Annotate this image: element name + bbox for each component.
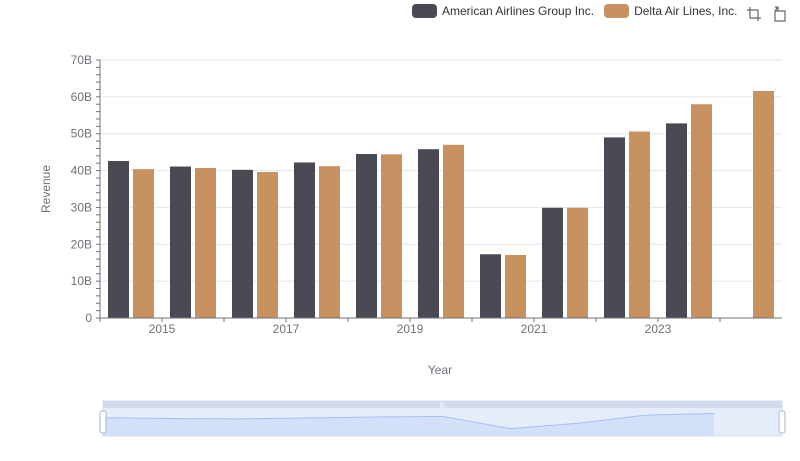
data-zoom-top-bar[interactable]	[103, 401, 782, 408]
bar-delta-2014	[133, 169, 154, 318]
bar-delta-2018	[381, 154, 402, 318]
legend-swatch-delta	[604, 4, 630, 18]
bar-delta-2020	[505, 254, 526, 318]
bar-american-airlines-2015	[170, 166, 191, 318]
y-tick-label: 20B	[71, 237, 92, 251]
legend-label-delta: Delta Air Lines, Inc.	[634, 4, 738, 18]
bar-delta-2021	[567, 207, 588, 318]
bar-delta-2017	[319, 166, 340, 318]
legend-swatch-american-airlines	[412, 4, 437, 18]
y-tick-label: 10B	[71, 274, 92, 288]
legend: American Airlines Group Inc. Delta Air L…	[412, 4, 747, 18]
x-tick-label: 2021	[521, 322, 548, 336]
y-tick-label: 60B	[71, 90, 92, 104]
bar-american-airlines-2014	[108, 160, 129, 318]
y-axis-ticks: 0 10B 20B 30B 40B 50B 60B 70B	[71, 53, 101, 325]
y-tick-label: 50B	[71, 127, 92, 141]
bars	[108, 90, 774, 319]
bar-delta-2022	[629, 131, 650, 318]
restore-icon[interactable]	[772, 6, 788, 22]
data-zoom-handle-left[interactable]	[99, 410, 107, 434]
data-zoom-selected-range	[103, 408, 782, 436]
bar-american-airlines-2018	[356, 153, 377, 318]
x-tick-label: 2023	[645, 322, 672, 336]
bar-delta-2015	[195, 167, 216, 318]
bar-american-airlines-2023	[666, 123, 687, 318]
x-axis-title: Year	[428, 363, 452, 377]
bar-american-airlines-2019	[418, 149, 439, 318]
y-tick-label: 0	[85, 311, 92, 325]
y-axis-title: Revenue	[39, 165, 53, 213]
data-zoom-preview-line	[102, 412, 715, 430]
bar-delta-2023	[691, 104, 712, 318]
bar-american-airlines-2017	[294, 162, 315, 318]
bar-american-airlines-2016	[232, 169, 253, 318]
bar-delta-2024	[753, 90, 774, 319]
data-zoom-handle-right[interactable]	[778, 410, 786, 434]
legend-label-american-airlines: American Airlines Group Inc.	[442, 4, 595, 18]
legend-item-american-airlines[interactable]: American Airlines Group Inc.	[412, 4, 594, 18]
bar-delta-2019	[443, 144, 464, 318]
bar-american-airlines-2022	[604, 137, 625, 318]
bar-american-airlines-2020	[480, 254, 501, 318]
y-tick-label: 30B	[71, 200, 92, 214]
x-axis: 2015 2017 2019 2021 2023	[99, 317, 782, 336]
y-tick-label: 70B	[71, 53, 92, 67]
x-tick-label: 2019	[397, 322, 424, 336]
bar-american-airlines-2021	[542, 207, 563, 318]
zoom-select-icon[interactable]	[746, 6, 762, 22]
data-zoom-grip-icon[interactable]: |||	[440, 403, 445, 409]
bar-delta-2016	[257, 172, 278, 318]
toolbox	[746, 6, 788, 22]
legend-item-delta[interactable]: Delta Air Lines, Inc.	[604, 4, 737, 18]
x-tick-label: 2015	[149, 322, 176, 336]
x-tick-label: 2017	[273, 322, 300, 336]
data-zoom-slider[interactable]: |||	[99, 400, 786, 437]
y-tick-label: 40B	[71, 164, 92, 178]
